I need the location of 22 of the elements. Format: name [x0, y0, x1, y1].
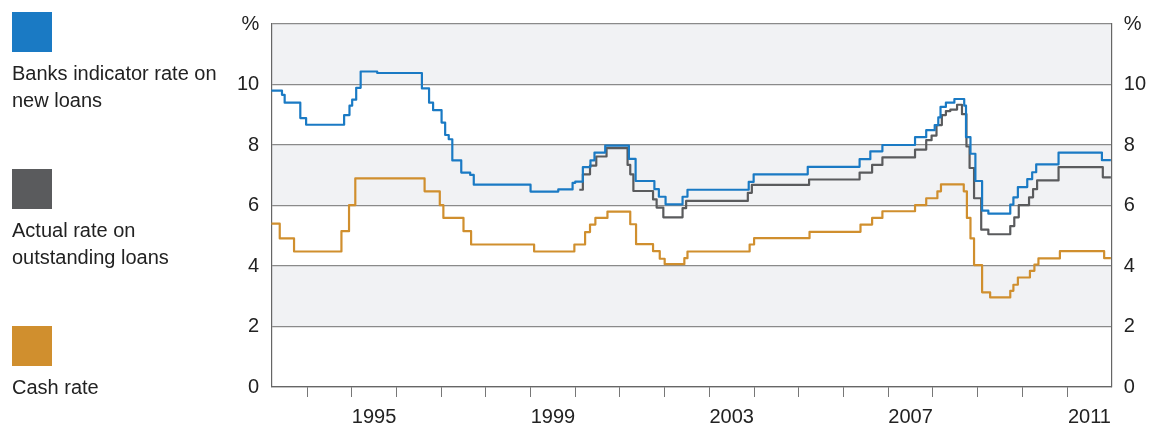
y-tick-label: 10 [237, 72, 260, 95]
y-tick-label: 4 [248, 253, 260, 276]
y2-tick-label: 6 [1123, 193, 1135, 216]
y-tick-label: 0 [248, 374, 260, 397]
legend-label: Banks indicator rate on new loans [12, 61, 218, 113]
x-tick-label: 2011 [1067, 404, 1111, 427]
x-tick-label: 1999 [530, 404, 576, 427]
y-tick-label: 8 [248, 132, 260, 155]
y2-tick-label: 10 [1123, 72, 1146, 95]
y2-tick-label: 8 [1123, 132, 1135, 155]
legend-label: Actual rate on outstanding loans [12, 218, 170, 270]
x-tick-label: 2007 [888, 404, 933, 427]
y2-tick-label: 2 [1123, 314, 1135, 337]
y-tick-label: 6 [248, 193, 260, 216]
legend-label: Cash rate [12, 375, 100, 400]
x-tick-label: 1995 [351, 404, 397, 427]
y2-tick-label: % [1123, 11, 1142, 34]
y-tick-label: % [241, 11, 260, 34]
y-tick-label: 2 [248, 314, 260, 337]
x-tick-label: 2003 [709, 404, 754, 427]
y2-tick-label: 4 [1123, 253, 1135, 276]
y2-tick-label: 0 [1123, 374, 1135, 397]
